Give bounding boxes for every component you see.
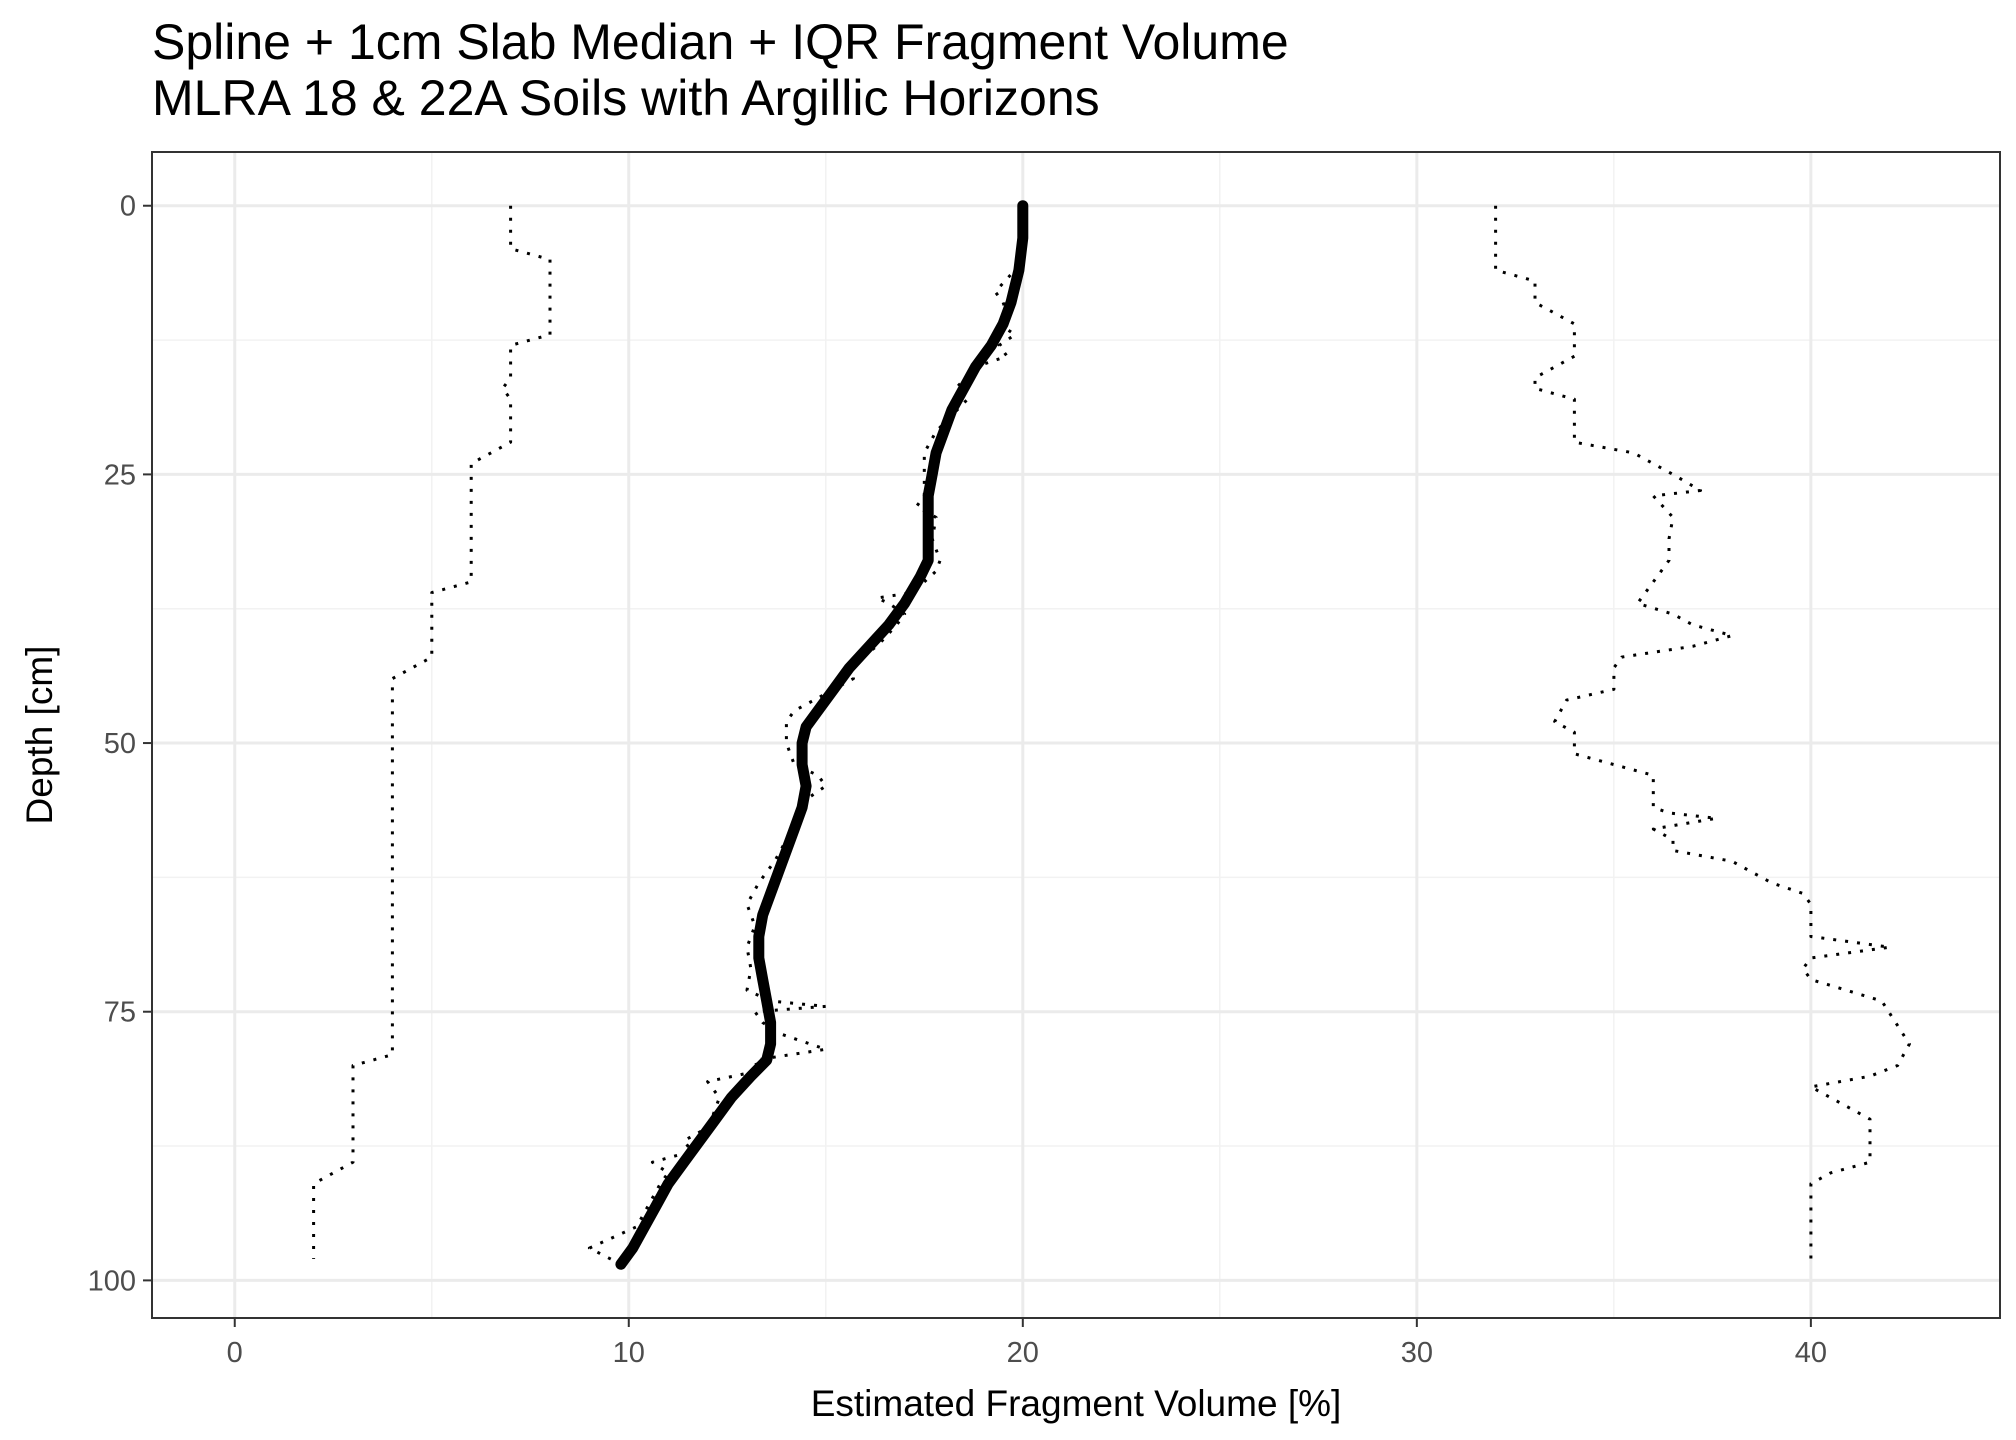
series-line-1 xyxy=(615,200,1029,1270)
series-layer xyxy=(312,200,1911,1270)
y-tick-label: 100 xyxy=(88,1265,136,1297)
series-line-2 xyxy=(587,205,1025,1266)
x-tick-label: 10 xyxy=(613,1337,645,1369)
grid-layer xyxy=(152,152,2000,1318)
x-axis-title: Estimated Fragment Volume [%] xyxy=(811,1383,1342,1424)
chart-title: Spline + 1cm Slab Median + IQR Fragment … xyxy=(152,14,1289,70)
x-tick-label: 0 xyxy=(227,1337,243,1369)
y-tick-label: 0 xyxy=(120,191,136,223)
tick-layer: 0 10 20 30 40 0 25 50 75 100 xyxy=(88,191,1827,1369)
x-tick-label: 40 xyxy=(1795,1337,1827,1369)
y-tick-label: 50 xyxy=(104,728,136,760)
plot-background xyxy=(152,152,2000,1318)
x-tick-label: 30 xyxy=(1401,1337,1433,1369)
chart-subtitle: MLRA 18 & 22A Soils with Argillic Horizo… xyxy=(152,70,1100,126)
series-line-3 xyxy=(312,205,552,1259)
series-line-4 xyxy=(1494,205,1911,1259)
y-tick-label: 25 xyxy=(104,459,136,491)
y-tick-label: 75 xyxy=(104,997,136,1029)
plot-border xyxy=(151,151,2001,1319)
chart-title-block: Spline + 1cm Slab Median + IQR Fragment … xyxy=(152,14,1289,126)
y-axis-title: Depth [cm] xyxy=(19,646,60,825)
x-tick-label: 20 xyxy=(1007,1337,1039,1369)
